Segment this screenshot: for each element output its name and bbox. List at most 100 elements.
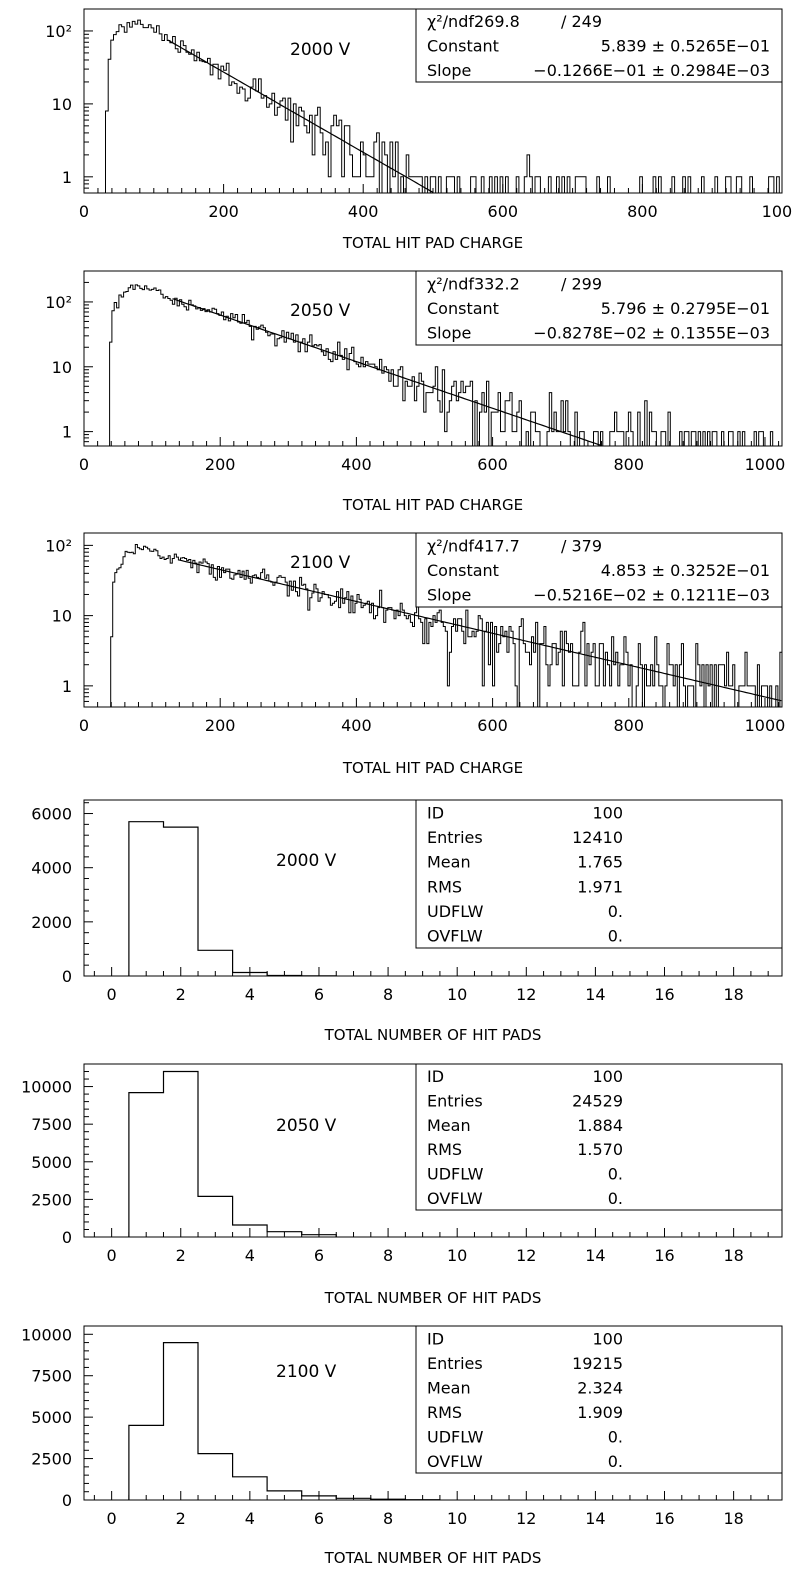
stats-label: OVFLW: [427, 1452, 483, 1471]
histogram-bin: [163, 1072, 198, 1237]
y-tick-label: 2500: [31, 1450, 72, 1469]
stats-label: Constant: [427, 561, 499, 580]
y-tick-label: 7500: [31, 1115, 72, 1134]
histogram-panel-6: 0 2 4 6 8 10 12 14 16 18 0 2500 5000 7500 10000 ID 100 En…: [21, 1325, 783, 1567]
y-tick-label: 2000: [31, 913, 72, 932]
y-tick-label: 1: [62, 423, 72, 442]
exponential-fit-curve: [179, 559, 782, 702]
x-tick-label: 12: [516, 985, 536, 1004]
stats-label: χ²/ndf417.7: [427, 536, 520, 555]
histogram-bin: [129, 822, 164, 976]
x-tick-label: 0: [79, 202, 89, 221]
x-tick-label: 800: [614, 716, 645, 735]
exponential-fit-curve: [172, 298, 601, 446]
stats-label: Mean: [427, 853, 471, 872]
histogram-trace: [84, 544, 783, 708]
histogram-bin: [163, 1343, 198, 1500]
histogram-bin: [129, 1425, 164, 1500]
x-tick-label: 200: [205, 716, 236, 735]
x-axis-label: TOTAL NUMBER OF HIT PADS: [324, 1289, 542, 1307]
x-tick-label: 0: [107, 1246, 117, 1265]
y-tick-label: 1: [62, 677, 72, 696]
histogram-panel-1: 0 200 400 600 800 1000 1 10 10² χ²/ndf269.8 / 249 C…: [45, 8, 792, 252]
x-tick-label: 6: [314, 1246, 324, 1265]
stats-label: UDFLW: [427, 902, 484, 921]
y-tick-label: 4000: [31, 859, 72, 878]
stats-label: Constant: [427, 37, 499, 56]
x-tick-label: 800: [614, 455, 645, 474]
stats-value: 4.853 ± 0.3252E−01: [601, 561, 770, 580]
stats-value: 100: [592, 803, 623, 822]
stats-value: 1.570: [577, 1140, 623, 1159]
stats-box: [415, 799, 783, 949]
x-tick-label: 0: [107, 1509, 117, 1528]
stats-label: Mean: [427, 1378, 471, 1397]
x-tick-label: 4: [245, 1246, 255, 1265]
x-tick-label: 10: [447, 1246, 467, 1265]
stats-value: / 379: [561, 536, 602, 555]
y-tick-label: 10²: [45, 536, 72, 555]
voltage-annotation: 2100 V: [276, 1362, 337, 1382]
stats-value: −0.1266E−01 ± 0.2984E−03: [533, 61, 770, 80]
x-tick-label: 14: [585, 1509, 605, 1528]
stats-label: UDFLW: [427, 1427, 484, 1446]
x-tick-label: 600: [477, 455, 508, 474]
stats-value: 2.324: [577, 1378, 623, 1397]
histogram-panel-4: 0 2 4 6 8 10 12 14 16 18 0 2000 4000 6000 ID 100 Entries…: [31, 799, 783, 1044]
exponential-fit-curve: [167, 39, 434, 193]
histogram-panel-2: 0 200 400 600 800 1000 1 10 10² χ²/ndf332.2 / 299 C…: [45, 270, 785, 514]
stats-label: RMS: [427, 877, 462, 896]
stats-label: Slope: [427, 586, 471, 605]
x-tick-label: 200: [208, 202, 239, 221]
x-tick-label: 600: [477, 716, 508, 735]
stats-label: Slope: [427, 324, 471, 343]
stats-label: UDFLW: [427, 1165, 484, 1184]
x-tick-label: 8: [383, 1246, 393, 1265]
stats-value: 5.839 ± 0.5265E−01: [601, 37, 770, 56]
x-tick-label: 400: [341, 716, 372, 735]
x-tick-label: 8: [383, 985, 393, 1004]
histogram-bars: [128, 1342, 441, 1501]
y-tick-label: 5000: [31, 1153, 72, 1172]
stats-label: ID: [427, 1067, 444, 1086]
x-axis-label: TOTAL HIT PAD CHARGE: [342, 759, 523, 777]
stats-value: / 249: [561, 12, 602, 31]
stats-value: 0.: [608, 902, 623, 921]
x-tick-label: 6: [314, 1509, 324, 1528]
stats-label: χ²/ndf332.2: [427, 274, 520, 293]
x-tick-label: 18: [723, 1246, 743, 1265]
x-tick-label: 400: [341, 455, 372, 474]
x-tick-label: 0: [107, 985, 117, 1004]
y-tick-label: 0: [62, 1228, 72, 1247]
stats-value: 0.: [608, 1427, 623, 1446]
y-tick-label: 10: [52, 358, 72, 377]
x-tick-label: 16: [654, 985, 674, 1004]
voltage-annotation: 2000 V: [290, 40, 351, 60]
stats-value: 0.: [608, 1189, 623, 1208]
histogram-trace: [84, 19, 782, 194]
y-tick-label: 10: [52, 607, 72, 626]
stats-value: 100: [592, 1067, 623, 1086]
x-axis-label: TOTAL HIT PAD CHARGE: [342, 234, 523, 252]
stats-value: 19215: [572, 1354, 623, 1373]
x-tick-label: 6: [314, 985, 324, 1004]
x-tick-label: 200: [205, 455, 236, 474]
histogram-bin: [198, 1454, 233, 1500]
stats-label: ID: [427, 1329, 444, 1348]
x-tick-label: 1000: [745, 716, 786, 735]
x-tick-label: 14: [585, 985, 605, 1004]
stats-value: −0.8278E−02 ± 0.1355E−03: [533, 324, 770, 343]
stats-box: [415, 270, 783, 346]
voltage-annotation: 2000 V: [276, 851, 337, 871]
x-axis-label: TOTAL NUMBER OF HIT PADS: [324, 1026, 542, 1044]
x-tick-label: 0: [79, 455, 89, 474]
y-tick-label: 10²: [45, 22, 72, 41]
stats-value: 5.796 ± 0.2795E−01: [601, 299, 770, 318]
stats-label: RMS: [427, 1403, 462, 1422]
stats-value: 100: [592, 1329, 623, 1348]
x-tick-label: 16: [654, 1509, 674, 1528]
stats-value: 1.971: [577, 877, 623, 896]
stats-value: 0.: [608, 927, 623, 946]
y-tick-label: 10000: [21, 1078, 72, 1097]
